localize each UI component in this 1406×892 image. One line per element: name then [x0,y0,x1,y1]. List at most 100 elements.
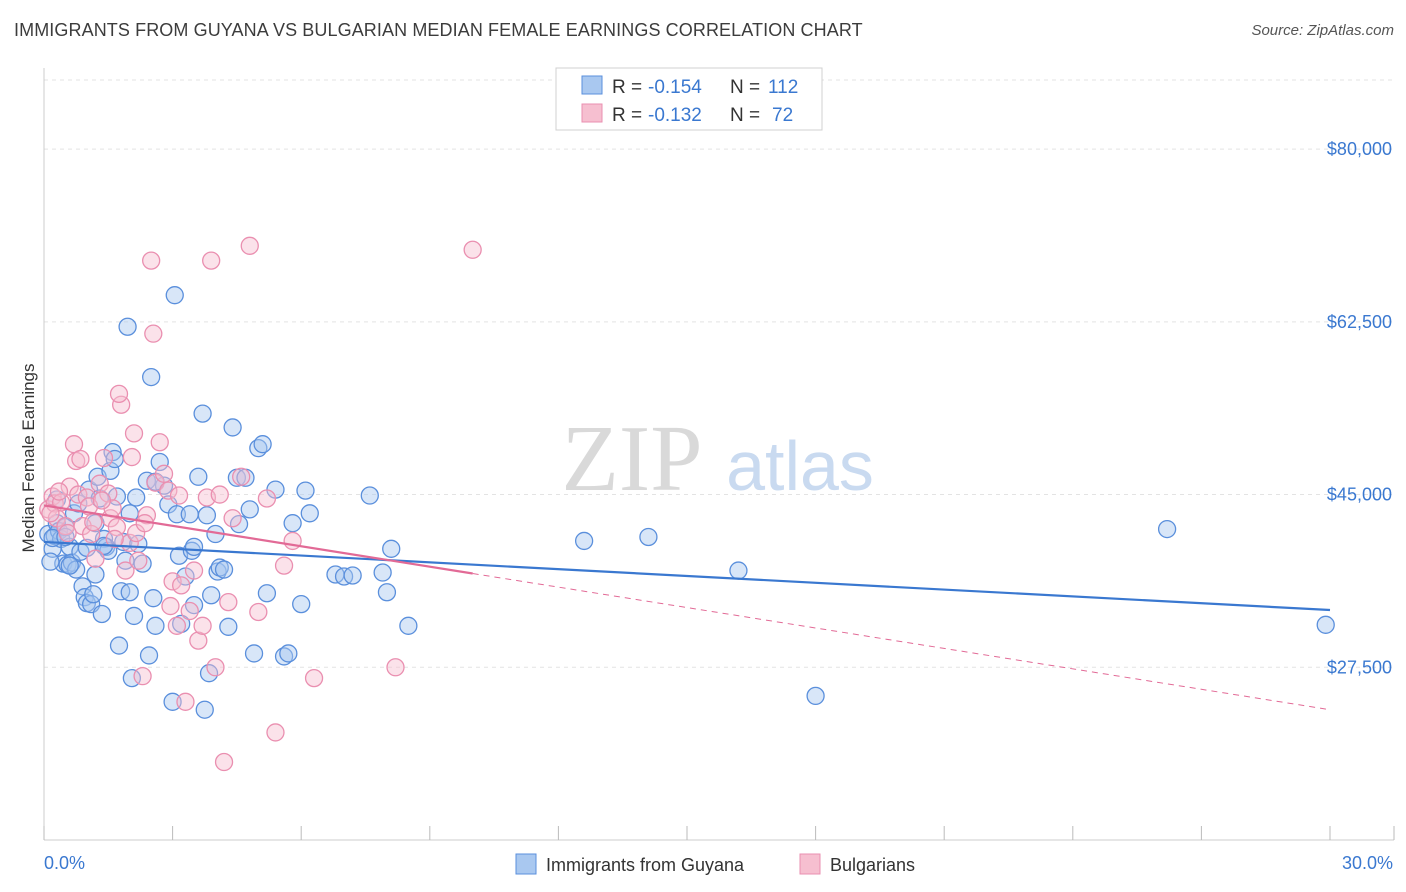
point-guyana [84,585,103,604]
point-bulgarians [133,667,152,686]
point-guyana [120,583,139,602]
x-tick-labels: 0.0% 30.0% [44,853,1393,873]
point-bulgarians [386,658,405,677]
legend-n-label-0: N = [730,77,760,98]
watermark: ZIP atlas [562,407,874,511]
point-guyana [244,644,264,663]
point-guyana [109,636,129,655]
point-guyana [197,506,217,525]
y-tick-label: $27,500 [1327,657,1392,677]
point-guyana [60,556,79,575]
trend-line-extension-bulgarians [472,573,1331,711]
point-bulgarians [71,449,90,469]
point-bulgarians [167,616,187,635]
point-guyana [202,586,221,605]
point-guyana [41,552,60,571]
point-bulgarians [124,424,144,443]
point-bulgarians [154,464,174,483]
point-bulgarians [144,324,163,343]
gridlines [44,79,1394,668]
point-bulgarians [159,481,178,500]
legend-n-value-0: 112 [768,77,798,98]
legend-n-value-1: 72 [772,105,793,126]
legend-r-label-1: R = [612,105,642,126]
legend-r-value-0: -0.154 [648,77,702,98]
point-guyana [574,531,594,551]
point-guyana [360,486,379,505]
watermark-zip: ZIP [562,407,703,511]
y-tick-label: $45,000 [1327,485,1392,505]
y-axis-label: Median Female Earnings [19,364,38,553]
point-bulgarians [122,447,142,467]
bottom-legend-swatch-bulgarians [799,853,821,875]
series-legend: Immigrants from Guyana Bulgarians [515,853,915,875]
point-bulgarians [84,513,103,532]
point-bulgarians [129,551,148,570]
point-bulgarians [150,433,169,452]
point-bulgarians [41,504,60,523]
point-bulgarians [232,467,251,486]
point-bulgarians [172,576,191,595]
trend-line-guyana [43,540,1331,612]
point-guyana [223,418,242,437]
point-bulgarians [86,549,105,568]
point-guyana [300,504,319,523]
point-guyana [142,367,161,387]
point-bulgarians [274,556,294,575]
point-guyana [167,505,187,524]
y-tick-label: $62,500 [1327,312,1392,332]
point-guyana [253,435,272,454]
point-guyana [127,488,146,507]
point-guyana [193,404,212,423]
bottom-legend-label-guyana: Immigrants from Guyana [546,855,745,875]
point-bulgarians [210,485,229,504]
point-bulgarians [161,596,180,616]
point-bulgarians [180,601,199,621]
point-guyana [163,692,182,711]
legend-swatch-guyana [581,75,603,95]
point-guyana [639,527,658,547]
point-guyana [1157,519,1177,539]
point-bulgarians [169,486,189,505]
bottom-legend-label-bulgarians: Bulgarians [830,855,915,875]
point-guyana [118,317,137,336]
chart-title: IMMIGRANTS FROM GUYANA VS BULGARIAN MEDI… [14,20,863,40]
point-guyana [146,616,165,635]
x-tick-label-min: 0.0% [44,853,85,873]
point-bulgarians [249,602,268,622]
point-guyana [86,565,105,584]
legend-r-value-1: -0.132 [648,105,702,126]
point-guyana [214,560,234,579]
point-guyana [124,606,144,626]
point-bulgarians [193,616,212,635]
point-bulgarians [184,561,204,580]
point-guyana [382,539,401,558]
y-tick-labels: $27,500 $45,000 $62,500 $80,000 [1327,139,1392,677]
point-guyana [373,563,392,582]
point-bulgarians [202,251,221,270]
point-bulgarians [94,448,114,468]
legend-n-label-1: N = [730,105,760,126]
point-bulgarians [463,240,482,259]
point-guyana [279,644,298,663]
point-guyana [729,561,748,580]
point-bulgarians [219,592,238,612]
point-guyana [184,537,204,557]
stats-legend: R = -0.154 N = 112 R = -0.132 N = 72 [555,67,823,131]
series-bulgarians-points [39,236,482,772]
point-bulgarians [257,489,277,508]
point-guyana [180,505,199,524]
point-guyana [195,700,214,719]
point-guyana [150,452,169,472]
point-guyana [1316,615,1335,634]
point-bulgarians [206,658,225,677]
point-bulgarians [163,572,182,591]
point-guyana [343,566,362,585]
point-bulgarians [105,529,124,549]
y-tick-label: $80,000 [1327,139,1392,159]
point-bulgarians [304,668,324,688]
x-tick-label-max: 30.0% [1342,853,1393,873]
point-bulgarians [99,484,118,503]
point-guyana [296,481,315,500]
